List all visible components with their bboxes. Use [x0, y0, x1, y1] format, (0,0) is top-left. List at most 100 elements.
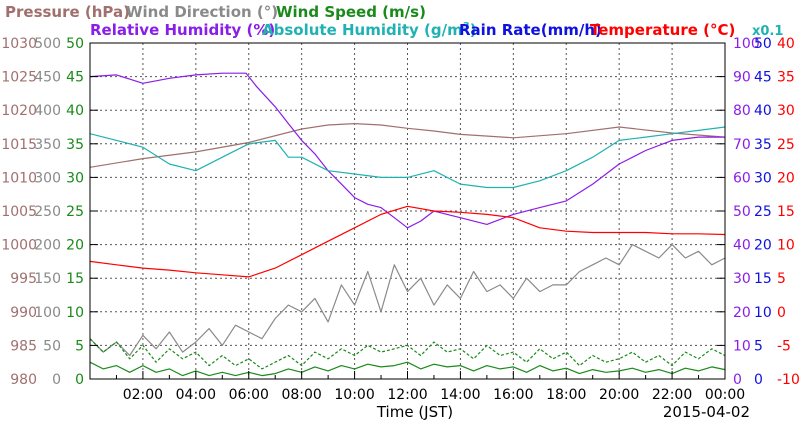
series-line-wind-direction — [89, 244, 726, 357]
y-tick-label-wind-direction: 0 — [52, 372, 61, 388]
y-tick-label-temperature: 30 — [777, 103, 795, 119]
y-tick-label-wind-direction: 500 — [34, 36, 61, 52]
y-tick-label-temperature: 20 — [777, 170, 795, 186]
y-tick-label-temperature: -5 — [777, 338, 791, 354]
y-tick-label-pressure: 1020 — [1, 103, 37, 119]
legend-entry: Pressure (hPa) — [5, 3, 130, 21]
y-tick-label-humidity: 20 — [733, 305, 751, 321]
tick-marks — [90, 76, 726, 379]
legend-entry: Rain Rate(mm/h) — [459, 21, 602, 39]
y-tick-label-wind-speed: 35 — [66, 137, 84, 153]
y-tick-label-temperature: -10 — [777, 372, 800, 388]
legend-entry: Relative Humidity (%) — [90, 21, 275, 39]
y-tick-label-humidity: 30 — [733, 271, 751, 287]
y-tick-label-wind-speed: 40 — [66, 103, 84, 119]
y-tick-label-pressure: 990 — [10, 305, 37, 321]
y-tick-label-rain-rate: 0 — [754, 372, 763, 388]
y-tick-label-rain-rate: 20 — [754, 238, 772, 254]
y-tick-label-pressure: 995 — [10, 271, 37, 287]
y-tick-label-wind-speed: 5 — [75, 338, 84, 354]
y-tick-label-wind-speed: 25 — [66, 204, 84, 220]
y-tick-label-pressure: 980 — [10, 372, 37, 388]
series-group — [89, 72, 726, 377]
x-tick-label: 10:00 — [334, 387, 374, 403]
y-tick-label-pressure: 1030 — [1, 36, 37, 52]
y-tick-label-humidity: 100 — [733, 36, 760, 52]
legend-entry: Absolute Humidity (g/m3) — [262, 21, 477, 39]
y-tick-label-rain-rate: 5 — [754, 338, 763, 354]
y-tick-label-pressure: 985 — [10, 338, 37, 354]
y-tick-label-temperature: 25 — [777, 137, 795, 153]
y-tick-label-rain-rate: 25 — [754, 204, 772, 220]
y-tick-label-temperature: 35 — [777, 70, 795, 86]
y-tick-label-temperature: 5 — [777, 271, 786, 287]
x-tick-label: 18:00 — [546, 387, 586, 403]
y-tick-label-wind-direction: 100 — [34, 305, 61, 321]
x-tick-label: 12:00 — [387, 387, 427, 403]
y-tick-label-rain-rate: 45 — [754, 70, 772, 86]
y-tick-label-wind-direction: 400 — [34, 103, 61, 119]
series-line-wind-speed — [89, 126, 726, 189]
y-tick-label-humidity: 90 — [733, 70, 751, 86]
y-tick-label-rain-rate: 35 — [754, 137, 772, 153]
y-tick-label-pressure: 1000 — [1, 238, 37, 254]
legend-entry: Temperature (°C) — [590, 21, 735, 39]
y-tick-label-wind-speed: 20 — [66, 238, 84, 254]
y-tick-label-temperature: 40 — [777, 36, 795, 52]
y-tick-label-wind-direction: 50 — [43, 338, 61, 354]
y-tick-label-humidity: 70 — [733, 137, 751, 153]
y-tick-label-humidity: 50 — [733, 204, 751, 220]
y-tick-label-pressure: 1015 — [1, 137, 37, 153]
x-tick-label: 08:00 — [281, 387, 321, 403]
series-line-wind-speed — [89, 338, 726, 370]
series-line-pressure — [89, 122, 726, 168]
legend-entry: Wind Speed (m/s) — [276, 3, 426, 21]
y-tick-label-wind-direction: 350 — [34, 137, 61, 153]
series-line-wind-speed — [89, 361, 726, 377]
y-tick-label-rain-rate: 40 — [754, 103, 772, 119]
x-tick-label: 16:00 — [493, 387, 533, 403]
x-tick-label: 00:00 — [705, 387, 745, 403]
x-tick-label: 02:00 — [123, 387, 163, 403]
y-tick-label-wind-speed: 30 — [66, 170, 84, 186]
x-tick-label: 22:00 — [652, 387, 692, 403]
x-tick-label: 06:00 — [229, 387, 269, 403]
grid — [90, 43, 725, 379]
x-axis-label: Time (JST) — [376, 403, 453, 421]
x-tick-label: 20:00 — [599, 387, 639, 403]
y-tick-label-pressure: 1010 — [1, 170, 37, 186]
legend: Pressure (hPa)Wind Direction (°)Wind Spe… — [5, 3, 783, 39]
y-tick-label-pressure: 1005 — [1, 204, 37, 220]
legend-entry: Wind Direction (°) — [126, 3, 278, 21]
y-tick-label-rain-rate: 10 — [754, 305, 772, 321]
y-tick-label-wind-direction: 450 — [34, 70, 61, 86]
y-tick-label-rain-rate: 50 — [754, 36, 772, 52]
y-tick-label-wind-speed: 10 — [66, 305, 84, 321]
y-tick-label-wind-speed: 50 — [66, 36, 84, 52]
y-tick-label-wind-direction: 150 — [34, 271, 61, 287]
series-line-temperature — [89, 205, 726, 278]
y-tick-label-temperature: 15 — [777, 204, 795, 220]
y-tick-label-wind-speed: 45 — [66, 70, 84, 86]
y-tick-label-humidity: 80 — [733, 103, 751, 119]
y-tick-label-rain-rate: 30 — [754, 170, 772, 186]
x-tick-label: 14:00 — [440, 387, 480, 403]
y-tick-label-humidity: 60 — [733, 170, 751, 186]
y-tick-label-temperature: 0 — [777, 305, 786, 321]
y-tick-label-wind-speed: 0 — [75, 372, 84, 388]
y-tick-label-wind-direction: 300 — [34, 170, 61, 186]
y-tick-label-humidity: 10 — [733, 338, 751, 354]
y-tick-label-pressure: 1025 — [1, 70, 37, 86]
y-tick-label-humidity: 40 — [733, 238, 751, 254]
y-tick-label-temperature: 10 — [777, 238, 795, 254]
legend-entry: x0.1 — [752, 24, 783, 39]
date-label: 2015-04-02 — [663, 403, 750, 421]
x-tick-label: 04:00 — [176, 387, 216, 403]
y-tick-label-wind-direction: 250 — [34, 204, 61, 220]
axis-labels: 02:00 04:00 06:00 08:00 10:00 12:00 14:00 16:00… — [1, 36, 800, 403]
series-line-humidity — [89, 72, 725, 229]
y-tick-label-humidity: 0 — [733, 372, 742, 388]
y-tick-label-wind-speed: 15 — [66, 271, 84, 287]
